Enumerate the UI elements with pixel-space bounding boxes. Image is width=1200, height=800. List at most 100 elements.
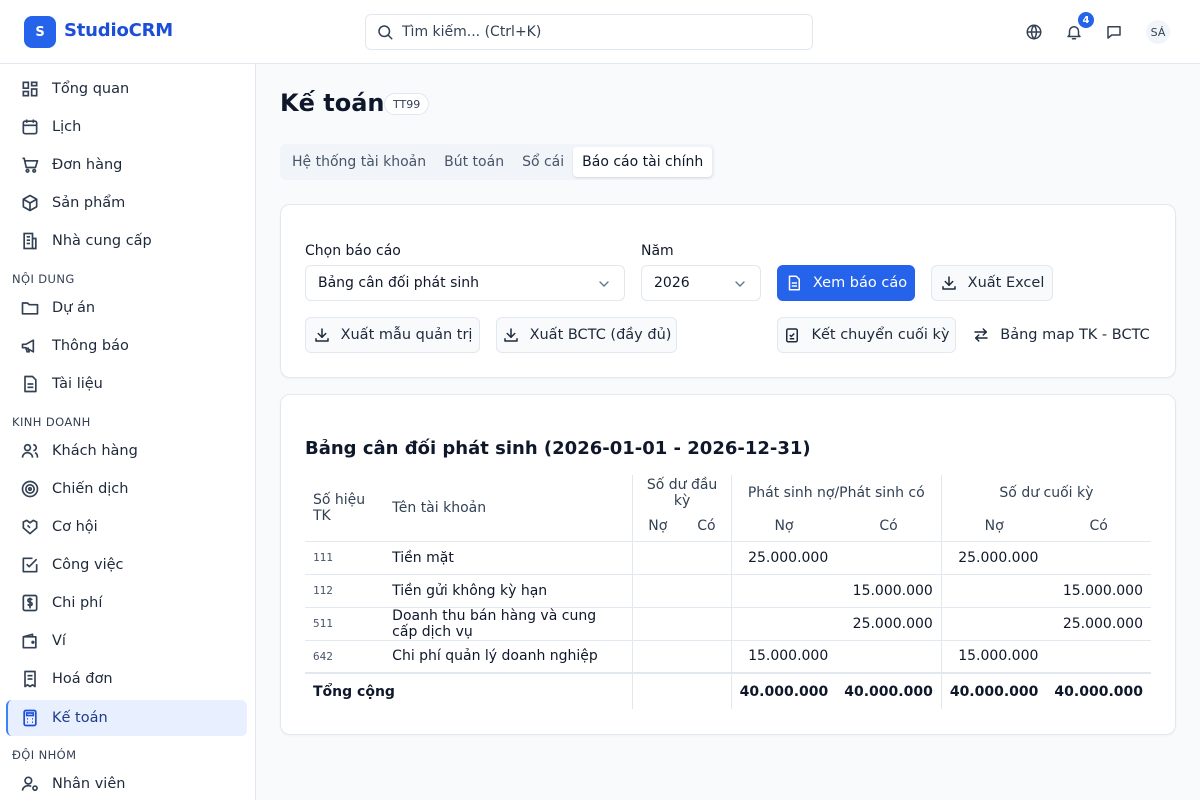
building-icon [20,231,40,251]
trial-balance-table: Số hiệu TK Tên tài khoản Số dư đầu kỳ Ph… [305,475,1151,709]
sidebar-section-business: KINH DOANH [12,415,91,429]
total-opening-credit [682,673,731,709]
report-select[interactable]: Bảng cân đối phát sinh [305,265,625,301]
tab-ledger[interactable]: Sổ cái [522,154,565,170]
closing-credit-cell: 15.000.000 [1062,582,1143,599]
closing-credit-cell [1046,541,1151,574]
calendar-icon [20,117,40,137]
header-opening-balance: Số dư đầu kỳ [632,475,732,511]
sidebar-section-content: NỘI DUNG [12,272,75,286]
report-select-label: Chọn báo cáo [305,243,401,259]
download-icon [313,326,331,344]
tab-chart-of-accounts[interactable]: Hệ thống tài khoản [292,154,427,170]
account-mapping-button[interactable]: Bảng map TK - BCTC [970,317,1152,353]
report-select-value: Bảng cân đối phát sinh [318,275,479,291]
total-opening-debit [632,673,683,709]
user-avatar[interactable]: SÁ [1146,20,1170,44]
closing-credit-cell [1046,640,1151,673]
chat-icon[interactable] [1102,20,1126,44]
year-select-value: 2026 [654,275,690,291]
opening-credit-cell [682,640,731,673]
table-total-row: Tổng cộng 40.000.000 40.000.000 40.000.0… [305,673,1151,709]
bell-icon[interactable] [1062,20,1086,44]
sidebar-item-documents[interactable]: Tài liệu [6,366,247,402]
sidebar-item-label: Nhà cung cấp [52,233,152,249]
sidebar-item-tasks[interactable]: Công việc [6,547,247,583]
tab-journal-entries[interactable]: Bút toán [444,154,505,170]
opening-credit-cell [682,541,731,574]
sidebar-item-orders[interactable]: Đơn hàng [6,147,247,183]
calculator-icon [20,708,40,728]
opening-debit-cell [632,640,683,673]
sidebar-item-customers[interactable]: Khách hàng [6,433,247,469]
closing-debit-cell [940,607,1047,640]
sidebar-item-label: Dự án [52,300,96,316]
app-name[interactable]: StudioCRM [64,20,173,41]
sidebar-section-team: ĐỘI NHÓM [12,748,77,762]
sidebar-item-label: Chi phí [52,595,103,611]
header-debit: Nợ [730,511,837,542]
globe-icon[interactable] [1022,20,1046,44]
sidebar: Tổng quan Lịch Đơn hàng Sản phẩm Nhà cun… [0,64,256,800]
sidebar-item-expenses[interactable]: Chi phí [6,585,247,621]
standard-tag: TT99 [384,93,430,115]
tab-financial-reports[interactable]: Báo cáo tài chính [573,147,713,177]
account-code: 642 [313,649,333,663]
sidebar-item-products[interactable]: Sản phẩm [6,185,247,221]
sidebar-item-label: Hoá đơn [52,671,113,687]
sidebar-item-suppliers[interactable]: Nhà cung cấp [6,223,247,259]
chevron-down-icon [596,276,612,292]
closing-credit-cell: 25.000.000 [1062,615,1143,632]
opening-credit-cell [682,607,731,640]
table-row: 111 Tiền mặt 25.000.000 25.000.000 [305,541,1151,574]
folder-icon [20,298,40,318]
sidebar-item-label: Kế toán [52,710,108,726]
sidebar-item-label: Công việc [52,557,124,573]
export-management-template-button[interactable]: Xuất mẫu quản trị [305,317,480,353]
search-box[interactable] [365,14,813,50]
sidebar-item-campaigns[interactable]: Chiến dịch [6,471,247,507]
header-credit: Có [682,511,732,542]
sidebar-item-label: Thông báo [52,338,129,354]
sidebar-item-calendar[interactable]: Lịch [6,109,247,145]
total-movement-debit: 40.000.000 [730,673,837,709]
period-closing-button[interactable]: Kết chuyển cuối kỳ [777,317,956,353]
search-input[interactable] [402,24,782,40]
total-movement-credit: 40.000.000 [844,683,933,700]
opening-debit-cell [632,541,683,574]
view-report-button[interactable]: Xem báo cáo [777,265,915,301]
user-settings-icon [20,774,40,794]
account-code: 111 [313,551,333,564]
sidebar-item-announcements[interactable]: Thông báo [6,328,247,364]
table-row: 511 Doanh thu bán hàng và cung cấp dịch … [305,607,1151,640]
total-closing-debit: 40.000.000 [940,673,1047,709]
sidebar-item-accounting[interactable]: Kế toán [6,700,247,736]
sidebar-item-label: Tài liệu [52,376,103,392]
sidebar-item-staff[interactable]: Nhân viên [6,766,247,800]
account-name: Tiền mặt [392,549,454,566]
year-select[interactable]: 2026 [641,265,761,301]
header-closing-balance: Số dư cuối kỳ [940,475,1151,511]
table-row: 642 Chi phí quản lý doanh nghiệp 15.000.… [305,640,1151,673]
year-select-label: Năm [641,243,674,259]
sidebar-item-label: Đơn hàng [52,157,123,173]
export-full-report-button[interactable]: Xuất BCTC (đầy đủ) [496,317,677,353]
dollar-icon [20,593,40,613]
file-text-icon [785,274,803,292]
download-icon [940,274,958,292]
app-logo[interactable]: S [24,16,56,48]
sidebar-item-invoices[interactable]: Hoá đơn [6,661,247,697]
export-excel-button[interactable]: Xuất Excel [931,265,1053,301]
box-icon [20,193,40,213]
sidebar-item-overview[interactable]: Tổng quan [6,71,247,107]
sidebar-item-label: Sản phẩm [52,195,126,211]
clipboard-check-icon [783,326,801,344]
sidebar-item-projects[interactable]: Dự án [6,290,247,326]
sidebar-item-opportunities[interactable]: Cơ hội [6,509,247,545]
sidebar-item-wallet[interactable]: Ví [6,623,247,659]
search-icon [376,23,394,41]
sidebar-item-label: Ví [52,633,66,649]
table-row: 112 Tiền gửi không kỳ hạn 15.000.000 15.… [305,574,1151,607]
sidebar-item-label: Cơ hội [52,519,98,535]
handshake-icon [20,517,40,537]
